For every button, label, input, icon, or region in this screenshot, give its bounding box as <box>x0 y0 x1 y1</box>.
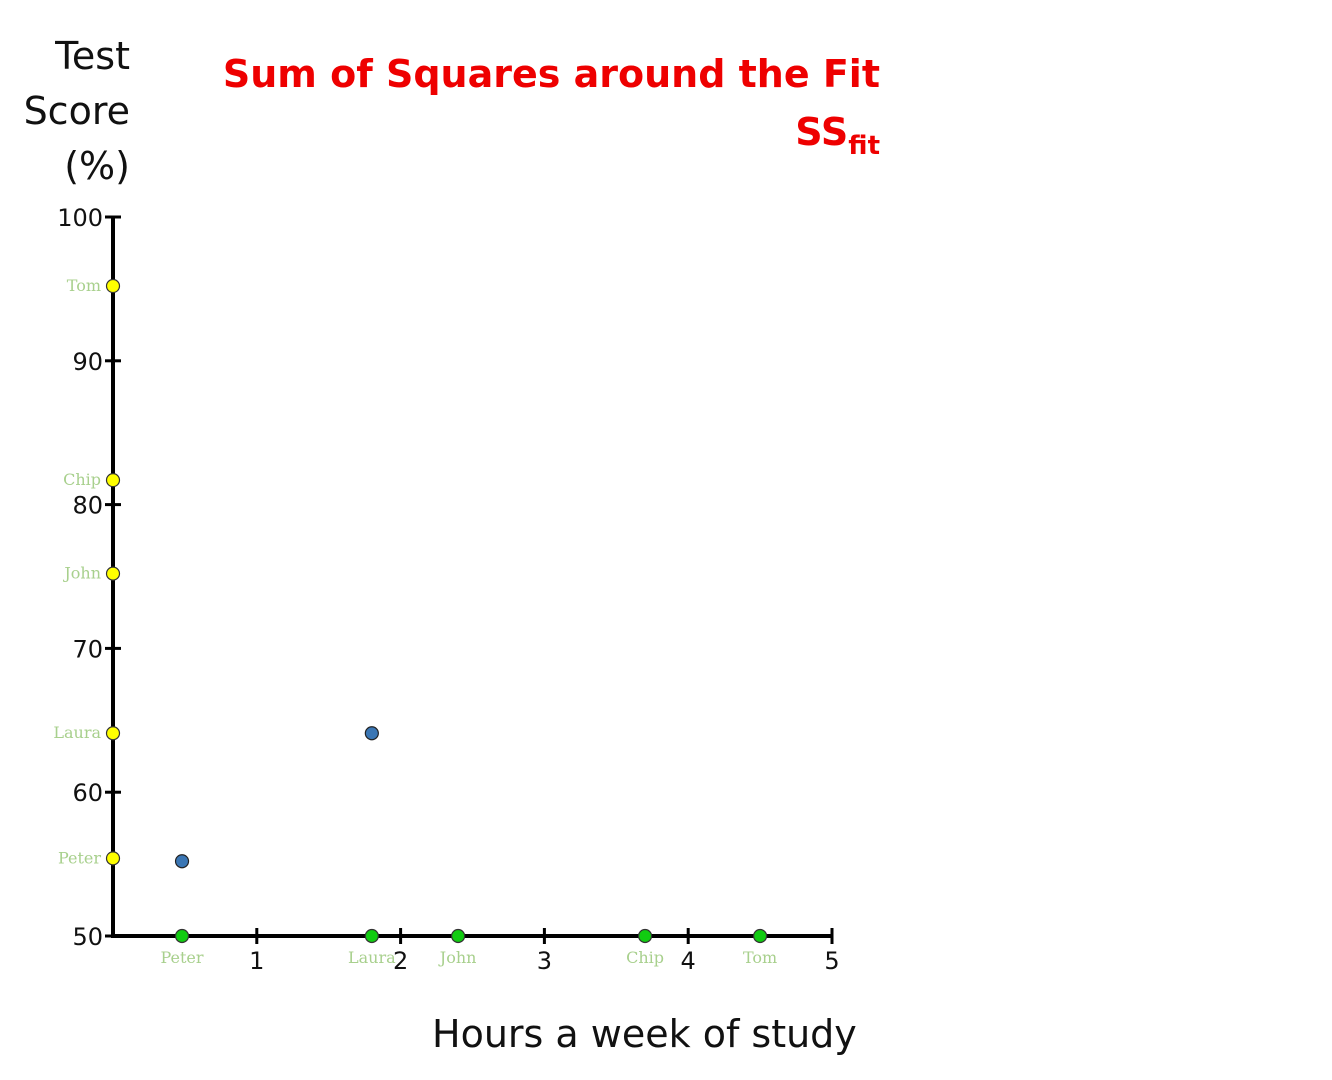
y-projection-point <box>105 278 121 294</box>
x-projection-label: Chip <box>626 948 664 967</box>
y-projection-point <box>105 473 121 488</box>
x-tick-label: 2 <box>393 947 408 975</box>
y-projection-label: Tom <box>67 276 101 295</box>
chart-subtitle: SSfit <box>795 110 880 161</box>
x-tick-label: 5 <box>824 947 839 975</box>
x-projection-label: Tom <box>743 948 777 967</box>
x-projection-point <box>174 928 190 944</box>
y-projection-label: Chip <box>63 470 101 489</box>
chart-title: Sum of Squares around the Fit <box>222 52 880 96</box>
y-tick-label: 70 <box>72 635 103 663</box>
x-tick-label: 1 <box>249 947 264 975</box>
y-tick-label: 80 <box>72 492 103 520</box>
x-projection-label: John <box>438 948 477 967</box>
y-projection-label: Peter <box>58 848 101 867</box>
y-axis-label-line-1: Test <box>55 34 130 78</box>
subtitle-subscript: fit <box>848 131 880 161</box>
y-tick-label: 50 <box>72 923 103 951</box>
x-axis-label: Hours a week of study <box>432 1012 857 1056</box>
x-projection-point <box>752 928 768 944</box>
x-projection-point <box>637 928 653 944</box>
y-tick-label: 90 <box>72 348 103 376</box>
x-projection-point <box>451 928 466 944</box>
y-projection-point <box>105 851 121 866</box>
y-axis-label-line-2: Score <box>23 89 130 133</box>
x-tick-label: 4 <box>681 947 696 975</box>
subtitle-main: SS <box>795 110 849 154</box>
x-projection-label: Peter <box>160 948 203 967</box>
x-projection-point <box>364 928 379 944</box>
data-point <box>364 726 379 741</box>
y-tick-label: 60 <box>72 779 103 807</box>
y-projection-label: John <box>62 564 101 583</box>
y-projection-point <box>105 726 121 741</box>
x-tick-label: 3 <box>537 947 552 975</box>
data-point <box>174 854 190 869</box>
x-projection-label: Laura <box>348 948 396 967</box>
y-projection-point <box>105 566 121 581</box>
y-axis-label-line-3: (%) <box>64 144 130 188</box>
y-projection-label: Laura <box>53 723 101 742</box>
y-tick-label: 100 <box>57 204 103 232</box>
